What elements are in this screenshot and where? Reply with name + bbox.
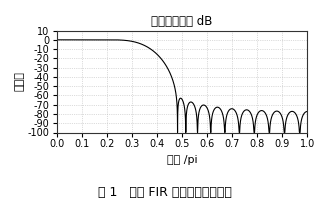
Y-axis label: 分贝数: 分贝数	[15, 72, 25, 91]
Title: 幅度响应单位 dB: 幅度响应单位 dB	[151, 15, 213, 28]
Text: 图 1   低通 FIR 滤波器的幅频特性: 图 1 低通 FIR 滤波器的幅频特性	[98, 186, 232, 199]
X-axis label: 频率 /pi: 频率 /pi	[167, 155, 197, 165]
